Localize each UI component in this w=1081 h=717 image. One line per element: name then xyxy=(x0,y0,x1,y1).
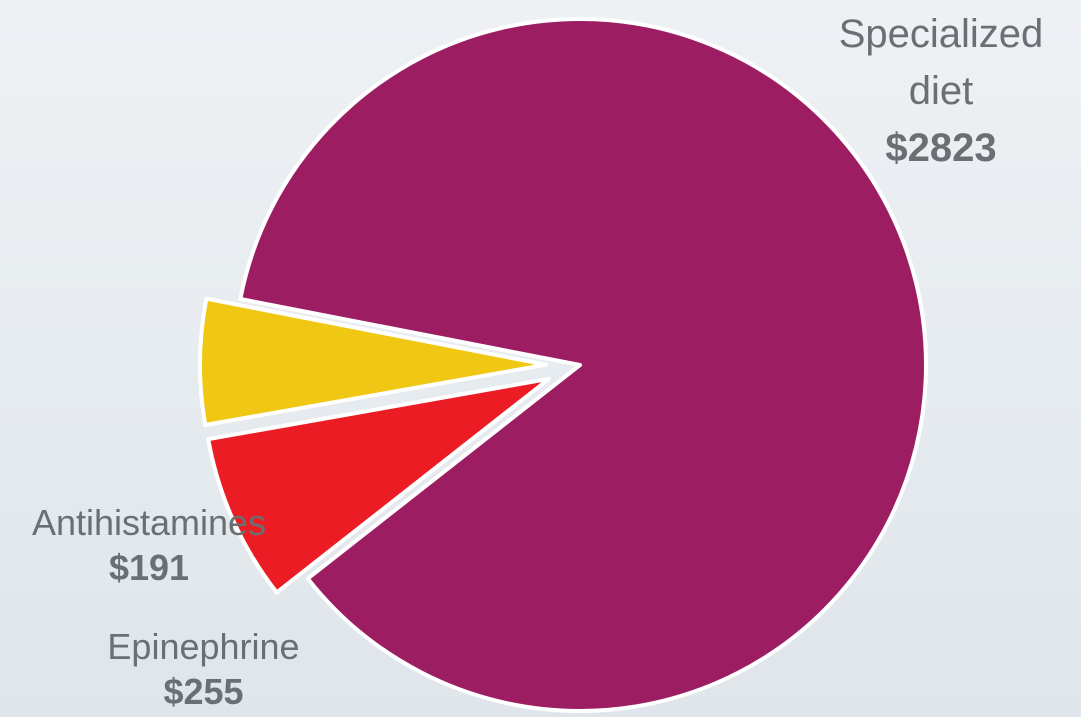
pie-slice-specialized-diet xyxy=(238,17,928,713)
slice-label-name: Specialized xyxy=(838,12,1044,56)
slice-label-value: $191 xyxy=(108,547,190,588)
slice-label-value: $255 xyxy=(163,671,244,712)
pie-slices xyxy=(198,17,928,713)
slice-label-name: Antihistamines xyxy=(31,502,267,543)
slice-label-value: $2823 xyxy=(885,125,997,170)
slice-label-name-line2: diet xyxy=(908,68,974,113)
pie-slice-epinephrine xyxy=(206,376,551,595)
pie-slice-antihistamines xyxy=(198,296,549,427)
slice-label-name: Epinephrine xyxy=(107,626,300,667)
slice-label-epinephrine: Epinephrine $255 xyxy=(80,624,327,714)
slice-label-specialized-diet: Specialized diet $2823 xyxy=(800,6,1081,176)
slice-label-antihistamines: Antihistamines $191 xyxy=(0,500,298,590)
